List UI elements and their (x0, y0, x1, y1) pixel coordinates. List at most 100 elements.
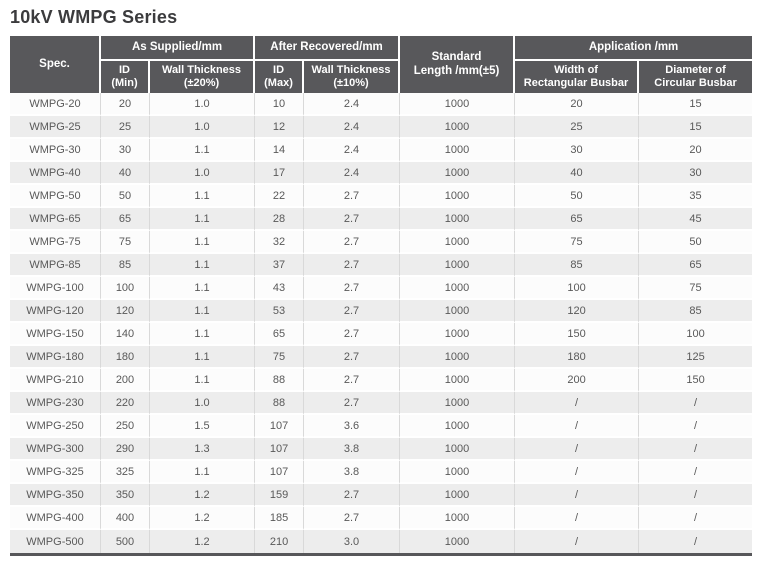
header-wall-thickness-20: Wall Thickness (±20%) (150, 61, 256, 93)
value-cell: 1000 (400, 530, 516, 553)
value-cell: 2.7 (304, 392, 401, 415)
value-cell: 2.7 (304, 300, 401, 323)
value-cell: 3.8 (304, 461, 401, 484)
value-cell: 325 (101, 461, 150, 484)
value-cell: 28 (255, 208, 305, 231)
value-cell: 2.7 (304, 507, 401, 530)
value-cell: 2.7 (304, 369, 401, 392)
header-standard-length: Standard Length /mm(±5) (400, 36, 516, 93)
value-cell: 32 (255, 231, 305, 254)
value-cell: 1.1 (150, 139, 256, 162)
value-cell: 1.5 (150, 415, 256, 438)
value-cell: 1000 (400, 346, 516, 369)
value-cell: 1000 (400, 162, 516, 185)
value-cell: 2.7 (304, 254, 401, 277)
spec-cell: WMPG-500 (10, 530, 101, 553)
value-cell: 35 (639, 185, 753, 208)
value-cell: 150 (515, 323, 640, 346)
value-cell: 2.4 (304, 162, 401, 185)
table-row: WMPG-75 75 1.1 32 2.7 1000 75 50 (10, 231, 753, 254)
value-cell: 20 (515, 93, 640, 116)
spec-cell: WMPG-50 (10, 185, 101, 208)
value-cell: 1.2 (150, 484, 256, 507)
value-cell: 100 (101, 277, 150, 300)
value-cell: 1.1 (150, 185, 256, 208)
value-cell: 2.4 (304, 93, 401, 116)
value-cell: / (515, 392, 640, 415)
value-cell: 2.4 (304, 139, 401, 162)
value-cell: 65 (101, 208, 150, 231)
spec-table: Spec. As Supplied/mm After Recovered/mm … (10, 36, 753, 556)
value-cell: / (639, 392, 753, 415)
value-cell: 150 (639, 369, 753, 392)
value-cell: / (515, 484, 640, 507)
value-cell: 75 (639, 277, 753, 300)
value-cell: / (515, 415, 640, 438)
spec-cell: WMPG-20 (10, 93, 101, 116)
value-cell: 1000 (400, 438, 516, 461)
value-cell: 10 (255, 93, 305, 116)
value-cell: 350 (101, 484, 150, 507)
value-cell: 1000 (400, 208, 516, 231)
value-cell: 2.4 (304, 116, 401, 139)
table-row: WMPG-50 50 1.1 22 2.7 1000 50 35 (10, 185, 753, 208)
value-cell: 3.6 (304, 415, 401, 438)
table-row: WMPG-65 65 1.1 28 2.7 1000 65 45 (10, 208, 753, 231)
spec-cell: WMPG-250 (10, 415, 101, 438)
value-cell: 1.1 (150, 300, 256, 323)
value-cell: 1000 (400, 254, 516, 277)
value-cell: 2.7 (304, 323, 401, 346)
table-row: WMPG-40 40 1.0 17 2.4 1000 40 30 (10, 162, 753, 185)
value-cell: 1.1 (150, 323, 256, 346)
spec-cell: WMPG-300 (10, 438, 101, 461)
table-row: WMPG-25 25 1.0 12 2.4 1000 25 15 (10, 116, 753, 139)
value-cell: 1000 (400, 392, 516, 415)
value-cell: 50 (639, 231, 753, 254)
value-cell: / (639, 415, 753, 438)
value-cell: 100 (639, 323, 753, 346)
value-cell: 40 (515, 162, 640, 185)
spec-cell: WMPG-150 (10, 323, 101, 346)
value-cell: 1.2 (150, 530, 256, 553)
value-cell: 1.3 (150, 438, 256, 461)
value-cell: 65 (255, 323, 305, 346)
header-wall-thickness-10: Wall Thickness (±10%) (304, 61, 401, 93)
table-row: WMPG-120 120 1.1 53 2.7 1000 120 85 (10, 300, 753, 323)
value-cell: 1000 (400, 300, 516, 323)
table-row: WMPG-500 500 1.2 210 3.0 1000// (10, 530, 753, 553)
header-spec: Spec. (10, 36, 101, 93)
value-cell: 1000 (400, 185, 516, 208)
value-cell: 14 (255, 139, 305, 162)
value-cell: 2.7 (304, 231, 401, 254)
value-cell: 75 (101, 231, 150, 254)
value-cell: 85 (515, 254, 640, 277)
spec-cell: WMPG-85 (10, 254, 101, 277)
value-cell: 100 (515, 277, 640, 300)
value-cell: 1000 (400, 484, 516, 507)
table-row: WMPG-150 140 1.1 65 2.7 1000 150 100 (10, 323, 753, 346)
value-cell: 45 (639, 208, 753, 231)
value-cell: 22 (255, 185, 305, 208)
header-dia-circ-busbar: Diameter of Circular Busbar (639, 61, 753, 93)
spec-cell: WMPG-350 (10, 484, 101, 507)
value-cell: 2.7 (304, 346, 401, 369)
value-cell: 125 (639, 346, 753, 369)
header-sub-row: ID (Min) Wall Thickness (±20%) ID (Max) … (10, 61, 753, 93)
value-cell: 37 (255, 254, 305, 277)
value-cell: 85 (101, 254, 150, 277)
value-cell: 1000 (400, 323, 516, 346)
value-cell: 53 (255, 300, 305, 323)
value-cell: 75 (515, 231, 640, 254)
table-row: WMPG-100 100 1.1 43 2.7 1000 100 75 (10, 277, 753, 300)
value-cell: 30 (101, 139, 150, 162)
value-cell: 17 (255, 162, 305, 185)
value-cell: 2.7 (304, 185, 401, 208)
table-row: WMPG-20 20 1.0 10 2.4 1000 20 15 (10, 93, 753, 116)
value-cell: 50 (101, 185, 150, 208)
value-cell: 120 (101, 300, 150, 323)
value-cell: 1.1 (150, 277, 256, 300)
value-cell: 1000 (400, 231, 516, 254)
value-cell: 30 (639, 162, 753, 185)
spec-cell: WMPG-75 (10, 231, 101, 254)
